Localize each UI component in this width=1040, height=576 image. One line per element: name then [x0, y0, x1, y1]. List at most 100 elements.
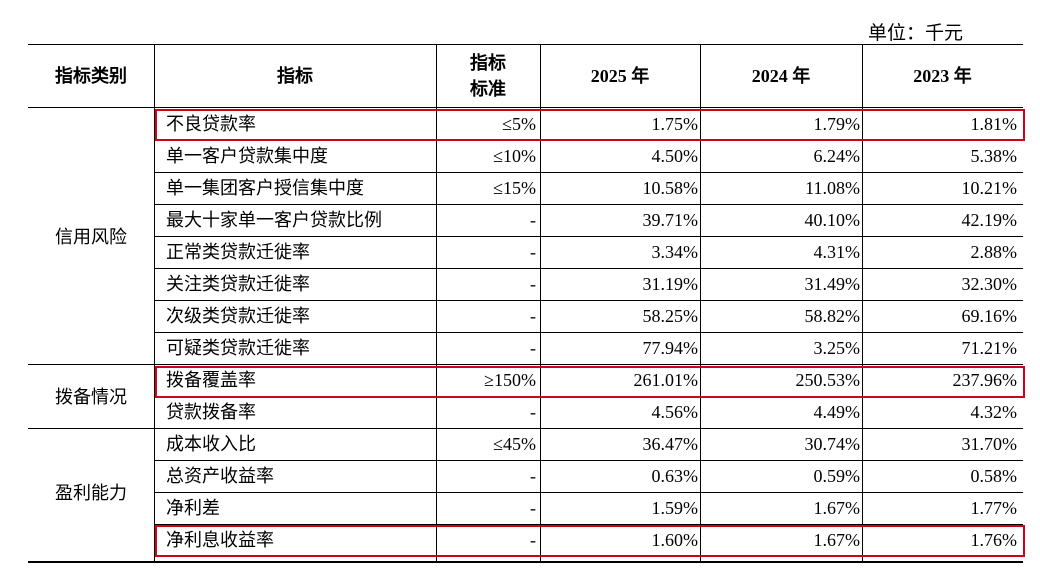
- row-2023: 4.32%: [970, 402, 1018, 422]
- row-2024: 4.49%: [813, 402, 861, 422]
- row-2023: 31.70%: [961, 434, 1018, 454]
- group-divider: [28, 364, 1023, 365]
- row-indicator: 净利差: [166, 498, 220, 518]
- row-2024: 4.31%: [813, 242, 861, 262]
- row-2025: 39.71%: [642, 210, 699, 230]
- row-2025: 77.94%: [642, 338, 699, 358]
- row-divider: [154, 492, 1023, 493]
- row-2025: 58.25%: [642, 306, 699, 326]
- row-standard: -: [530, 530, 536, 550]
- row-standard: ≤15%: [493, 178, 536, 198]
- table-row: 正常类贷款迁徙率 - 3.34% 4.31% 2.88%: [28, 236, 1023, 268]
- group-divider: [28, 428, 1023, 429]
- table-row: 最大十家单一客户贷款比例 - 39.71% 40.10% 42.19%: [28, 204, 1023, 236]
- row-standard: -: [530, 466, 536, 486]
- row-2024: 1.79%: [813, 114, 861, 134]
- header-category: 指标类别: [55, 66, 127, 86]
- header-standard: 指标 标准: [470, 53, 506, 99]
- col-divider: [154, 44, 155, 562]
- row-2025: 36.47%: [642, 434, 699, 454]
- row-2024: 30.74%: [804, 434, 861, 454]
- row-2023: 0.58%: [970, 466, 1018, 486]
- table-row: 贷款拨备率 - 4.56% 4.49% 4.32%: [28, 396, 1023, 428]
- row-divider: [154, 300, 1023, 301]
- table-row: 成本收入比 ≤45% 36.47% 30.74% 31.70%: [28, 428, 1023, 460]
- row-2023: 69.16%: [961, 306, 1018, 326]
- row-2024: 3.25%: [813, 338, 861, 358]
- row-standard: ≤5%: [502, 114, 536, 134]
- highlight-box: [155, 109, 1025, 141]
- table-row: 总资产收益率 - 0.63% 0.59% 0.58%: [28, 460, 1023, 492]
- row-2024: 6.24%: [813, 146, 861, 166]
- indicator-table: 指标类别 指标 指标 标准 2025 年 2024 年 2023 年 信用风险 …: [28, 44, 1025, 557]
- row-2023: 10.21%: [961, 178, 1018, 198]
- header-2024: 2024 年: [751, 66, 811, 86]
- table-row: 次级类贷款迁徙率 - 58.25% 58.82% 69.16%: [28, 300, 1023, 332]
- row-2024: 40.10%: [804, 210, 861, 230]
- row-standard: -: [530, 498, 536, 518]
- header-2025: 2025 年: [590, 66, 650, 86]
- row-indicator: 拨备覆盖率: [166, 370, 256, 390]
- table-row: 净利息收益率 - 1.60% 1.67% 1.76%: [28, 524, 1023, 556]
- row-2023: 1.76%: [970, 530, 1018, 550]
- row-indicator: 次级类贷款迁徙率: [166, 306, 310, 326]
- row-2024: 11.08%: [805, 178, 860, 198]
- row-2025: 261.01%: [633, 370, 699, 390]
- row-2025: 4.50%: [651, 146, 699, 166]
- row-indicator: 单一集团客户授信集中度: [166, 178, 364, 198]
- row-2024: 31.49%: [804, 274, 861, 294]
- row-2024: 58.82%: [804, 306, 861, 326]
- row-2025: 1.59%: [651, 498, 699, 518]
- unit-label: 单位：千元: [868, 23, 964, 44]
- row-2023: 1.77%: [970, 498, 1018, 518]
- row-2023: 237.96%: [952, 370, 1018, 390]
- table-bottom-rule: [28, 561, 1023, 563]
- row-2024: 1.67%: [813, 498, 861, 518]
- row-standard: -: [530, 306, 536, 326]
- group-profitability: 盈利能力: [55, 483, 127, 503]
- row-2025: 3.34%: [651, 242, 699, 262]
- highlight-box: [155, 366, 1025, 398]
- col-divider: [700, 44, 701, 562]
- group-credit-risk: 信用风险: [55, 227, 127, 247]
- row-2025: 1.75%: [651, 114, 699, 134]
- row-divider: [154, 268, 1023, 269]
- row-indicator: 最大十家单一客户贷款比例: [166, 210, 382, 230]
- col-divider: [862, 44, 863, 562]
- row-2023: 42.19%: [961, 210, 1018, 230]
- header-2023: 2023 年: [913, 66, 972, 86]
- row-2023: 71.21%: [961, 338, 1018, 358]
- row-indicator: 关注类贷款迁徙率: [166, 274, 310, 294]
- col-divider: [540, 44, 541, 562]
- row-2025: 1.60%: [651, 530, 699, 550]
- table-row: 拨备覆盖率 ≥150% 261.01% 250.53% 237.96%: [28, 364, 1023, 396]
- row-standard: -: [530, 338, 536, 358]
- row-indicator: 正常类贷款迁徙率: [166, 242, 310, 262]
- row-2025: 4.56%: [651, 402, 699, 422]
- row-standard: -: [530, 274, 536, 294]
- row-divider: [154, 236, 1023, 237]
- table-row: 可疑类贷款迁徙率 - 77.94% 3.25% 71.21%: [28, 332, 1023, 364]
- row-2024: 1.67%: [813, 530, 861, 550]
- row-2025: 10.58%: [642, 178, 699, 198]
- row-standard: -: [530, 210, 536, 230]
- table-row: 净利差 - 1.59% 1.67% 1.77%: [28, 492, 1023, 524]
- row-standard: -: [530, 242, 536, 262]
- row-2024: 0.59%: [813, 466, 861, 486]
- row-2023: 1.81%: [970, 114, 1018, 134]
- row-indicator: 可疑类贷款迁徙率: [166, 338, 310, 358]
- row-indicator: 成本收入比: [166, 434, 256, 454]
- row-divider: [154, 460, 1023, 461]
- table-header: 指标类别 指标 指标 标准 2025 年 2024 年 2023 年: [28, 44, 1023, 108]
- row-divider: [154, 172, 1023, 173]
- row-standard: ≥150%: [484, 370, 536, 390]
- row-divider: [154, 332, 1023, 333]
- header-indicator: 指标: [277, 66, 313, 86]
- table-row: 不良贷款率 ≤5% 1.75% 1.79% 1.81%: [28, 108, 1023, 140]
- row-indicator: 贷款拨备率: [166, 402, 256, 422]
- table-row: 单一集团客户授信集中度 ≤15% 10.58% 11.08% 10.21%: [28, 172, 1023, 204]
- row-divider: [154, 524, 1023, 525]
- highlight-box: [155, 525, 1025, 557]
- row-2024: 250.53%: [795, 370, 861, 390]
- group-provision: 拨备情况: [55, 387, 127, 407]
